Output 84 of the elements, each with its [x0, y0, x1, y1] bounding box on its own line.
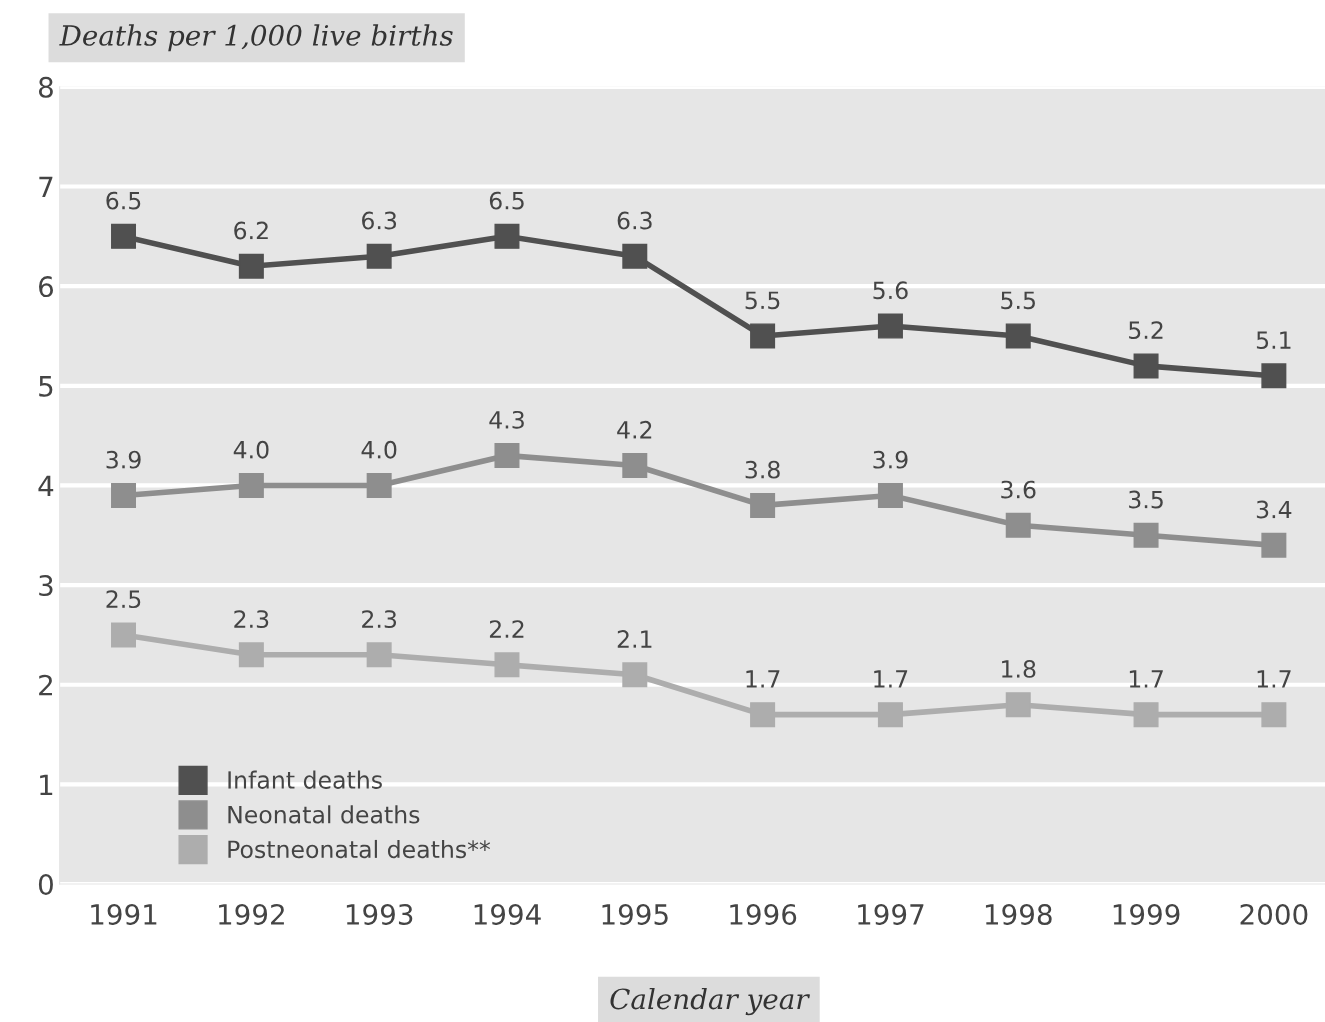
- point: [1005, 692, 1031, 718]
- point: [1133, 522, 1159, 548]
- data-label: 3.8: [745, 460, 780, 479]
- point: [494, 223, 520, 249]
- point: [1261, 702, 1287, 728]
- point: [366, 243, 392, 269]
- point: [238, 642, 264, 668]
- data-label: 2.1: [617, 630, 652, 648]
- point: [877, 702, 903, 728]
- data-label: 2.2: [489, 620, 524, 638]
- x-tick-label: 1995: [602, 903, 668, 925]
- point: [877, 313, 903, 339]
- point: [877, 482, 903, 508]
- x-tick-label: 2000: [1240, 903, 1308, 925]
- point: [750, 323, 776, 349]
- x-axis-title: Calendar year: [610, 987, 810, 1016]
- point: [622, 243, 648, 269]
- data-label: 3.9: [873, 450, 908, 469]
- point: [366, 642, 392, 668]
- legend-label: Neonatal deaths: [228, 805, 420, 824]
- y-tick-label: 6: [39, 276, 54, 298]
- data-label: 1.8: [1002, 660, 1036, 678]
- data-label: 4.3: [489, 410, 524, 429]
- data-label: 3.5: [1129, 490, 1163, 509]
- point: [1005, 323, 1031, 349]
- data-label: 1.7: [746, 670, 780, 688]
- point: [494, 652, 520, 678]
- data-label: 1.7: [1129, 670, 1163, 688]
- point: [750, 702, 776, 728]
- data-label: 4.0: [233, 440, 269, 459]
- x-tick-label: 1998: [985, 903, 1052, 925]
- x-tick-label: 1994: [474, 903, 541, 925]
- point: [111, 622, 137, 648]
- data-label: 6.5: [106, 191, 141, 210]
- y-tick-label: 5: [39, 376, 53, 397]
- x-tick-label: 1999: [1113, 903, 1180, 925]
- data-label: 4.2: [617, 420, 652, 439]
- y-tick-label: 0: [38, 873, 53, 895]
- data-label: 5.1: [1256, 331, 1291, 350]
- data-label: 3.9: [106, 450, 141, 469]
- point: [238, 253, 264, 279]
- data-label: 5.6: [873, 281, 908, 300]
- point: [238, 472, 264, 498]
- data-label: 6.3: [362, 211, 397, 230]
- point: [1133, 353, 1159, 379]
- y-tick-label: 2: [39, 674, 52, 696]
- data-label: 3.6: [1001, 480, 1036, 499]
- point: [1005, 512, 1031, 538]
- point: [1133, 702, 1159, 728]
- point: [494, 443, 520, 469]
- y-tick-label: 3: [39, 575, 53, 597]
- data-label: 3.4: [1256, 500, 1292, 519]
- point: [366, 472, 392, 498]
- data-label: 1.7: [874, 670, 908, 688]
- x-tick-label: 1996: [730, 903, 797, 925]
- data-label: 6.5: [489, 191, 524, 210]
- x-tick-label: 1992: [219, 903, 284, 925]
- x-tick-label: 1991: [91, 903, 157, 925]
- data-label: 1.7: [1257, 670, 1291, 688]
- data-label: 6.3: [617, 211, 652, 230]
- point: [111, 223, 137, 249]
- point: [1261, 532, 1287, 558]
- data-label: 6.2: [234, 221, 268, 240]
- y-tick-label: 4: [38, 475, 54, 496]
- point: [1261, 363, 1287, 389]
- x-tick-label: 1997: [858, 903, 924, 925]
- point: [622, 453, 648, 479]
- data-label: 5.5: [1001, 291, 1035, 310]
- data-label: 2.3: [362, 610, 397, 629]
- legend-label: Infant deaths: [228, 770, 382, 789]
- data-label: 2.3: [234, 610, 269, 629]
- data-label: 4.0: [361, 440, 397, 459]
- point: [111, 482, 137, 508]
- data-label: 2.5: [106, 590, 141, 609]
- y-tick-label: 1: [40, 774, 53, 795]
- x-tick-label: 1993: [346, 903, 413, 925]
- y-tick-label: 8: [38, 76, 53, 98]
- data-label: 5.5: [745, 291, 780, 310]
- point: [622, 662, 648, 688]
- legend-label: Postneonatal deaths**: [228, 839, 491, 859]
- y-tick-label: 7: [39, 176, 53, 198]
- y-axis-title: Deaths per 1,000 live births: [59, 24, 453, 52]
- data-label: 5.2: [1129, 321, 1163, 340]
- point: [750, 492, 776, 518]
